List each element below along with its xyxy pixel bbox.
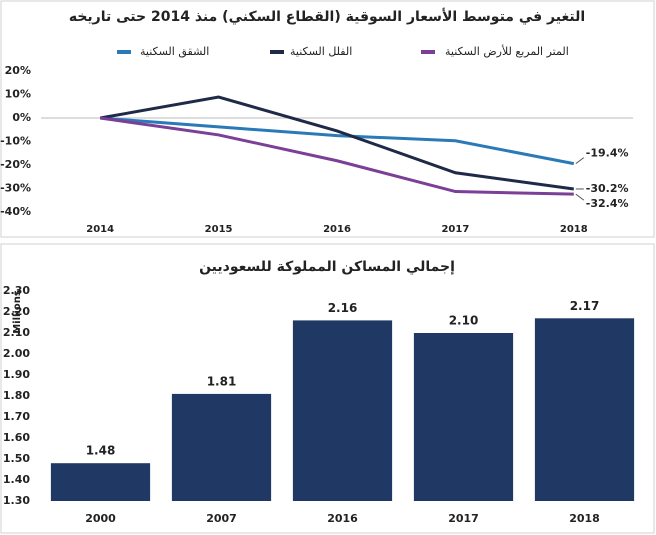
y-tick-label: -20%	[0, 158, 31, 171]
y-tick-label: 1.70	[3, 410, 30, 423]
legend-label: الشقق السكنية	[140, 45, 209, 59]
y-tick-label: 1.80	[3, 389, 30, 402]
x-tick-label: 2000	[85, 512, 116, 525]
y-tick-label: -10%	[0, 135, 31, 148]
x-tick-label: 2007	[206, 512, 237, 525]
label-leader	[575, 157, 585, 164]
legend-label: الفلل السكنية	[290, 45, 352, 58]
y-tick-label: 2.30	[3, 284, 30, 297]
x-tick-label: 2018	[569, 512, 600, 525]
y-tick-label: 1.30	[3, 494, 30, 507]
x-tick-label: 2014	[86, 224, 114, 235]
label-leader	[575, 193, 585, 201]
y-tick-label: 2.10	[3, 326, 30, 339]
x-tick-label: 2015	[205, 224, 233, 235]
y-tick-label: 2.00	[3, 347, 30, 360]
y-tick-label: 1.50	[3, 452, 30, 465]
x-tick-label: 2018	[560, 224, 588, 235]
value-label: 1.81	[207, 374, 237, 388]
panel-2	[0, 243, 655, 534]
bar	[534, 318, 635, 501]
value-label: 1.48	[86, 444, 116, 458]
y-tick-label: 20%	[5, 64, 31, 77]
series-line	[100, 116, 575, 166]
y-tick-label: -30%	[0, 182, 31, 195]
y-axis-label: Millions	[12, 290, 23, 334]
x-tick-label: 2016	[323, 224, 351, 235]
x-tick-label: 2016	[327, 512, 358, 525]
value-label: 2.17	[570, 299, 600, 313]
bar	[50, 463, 151, 501]
y-tick-label: 10%	[5, 88, 31, 101]
y-tick-label: 1.90	[3, 368, 30, 381]
x-tick-label: 2017	[448, 512, 479, 525]
panel-1	[0, 0, 655, 238]
bar	[171, 393, 272, 501]
y-tick-label: 0%	[12, 111, 31, 124]
value-label: 2.16	[328, 301, 358, 315]
value-label: -30.2%	[586, 182, 629, 195]
bar	[413, 333, 514, 501]
value-label: -32.4%	[586, 197, 629, 210]
y-tick-label: -40%	[0, 205, 31, 218]
value-label: 2.10	[449, 314, 479, 328]
chart-title: إجمالي المساكن المملوكة للسعوديين	[199, 259, 455, 275]
chart-title: التغير في متوسط الأسعار السوقية (القطاع …	[69, 8, 585, 25]
y-tick-label: 1.40	[3, 473, 30, 486]
y-tick-label: 2.20	[3, 305, 30, 318]
legend-label: المتر المربع للأرض السكنية	[445, 44, 569, 58]
series-line	[99, 95, 575, 191]
bar	[292, 320, 393, 501]
value-label: -19.4%	[586, 147, 629, 160]
y-tick-label: 1.60	[3, 431, 30, 444]
x-tick-label: 2017	[441, 224, 469, 235]
series-line	[99, 116, 574, 196]
